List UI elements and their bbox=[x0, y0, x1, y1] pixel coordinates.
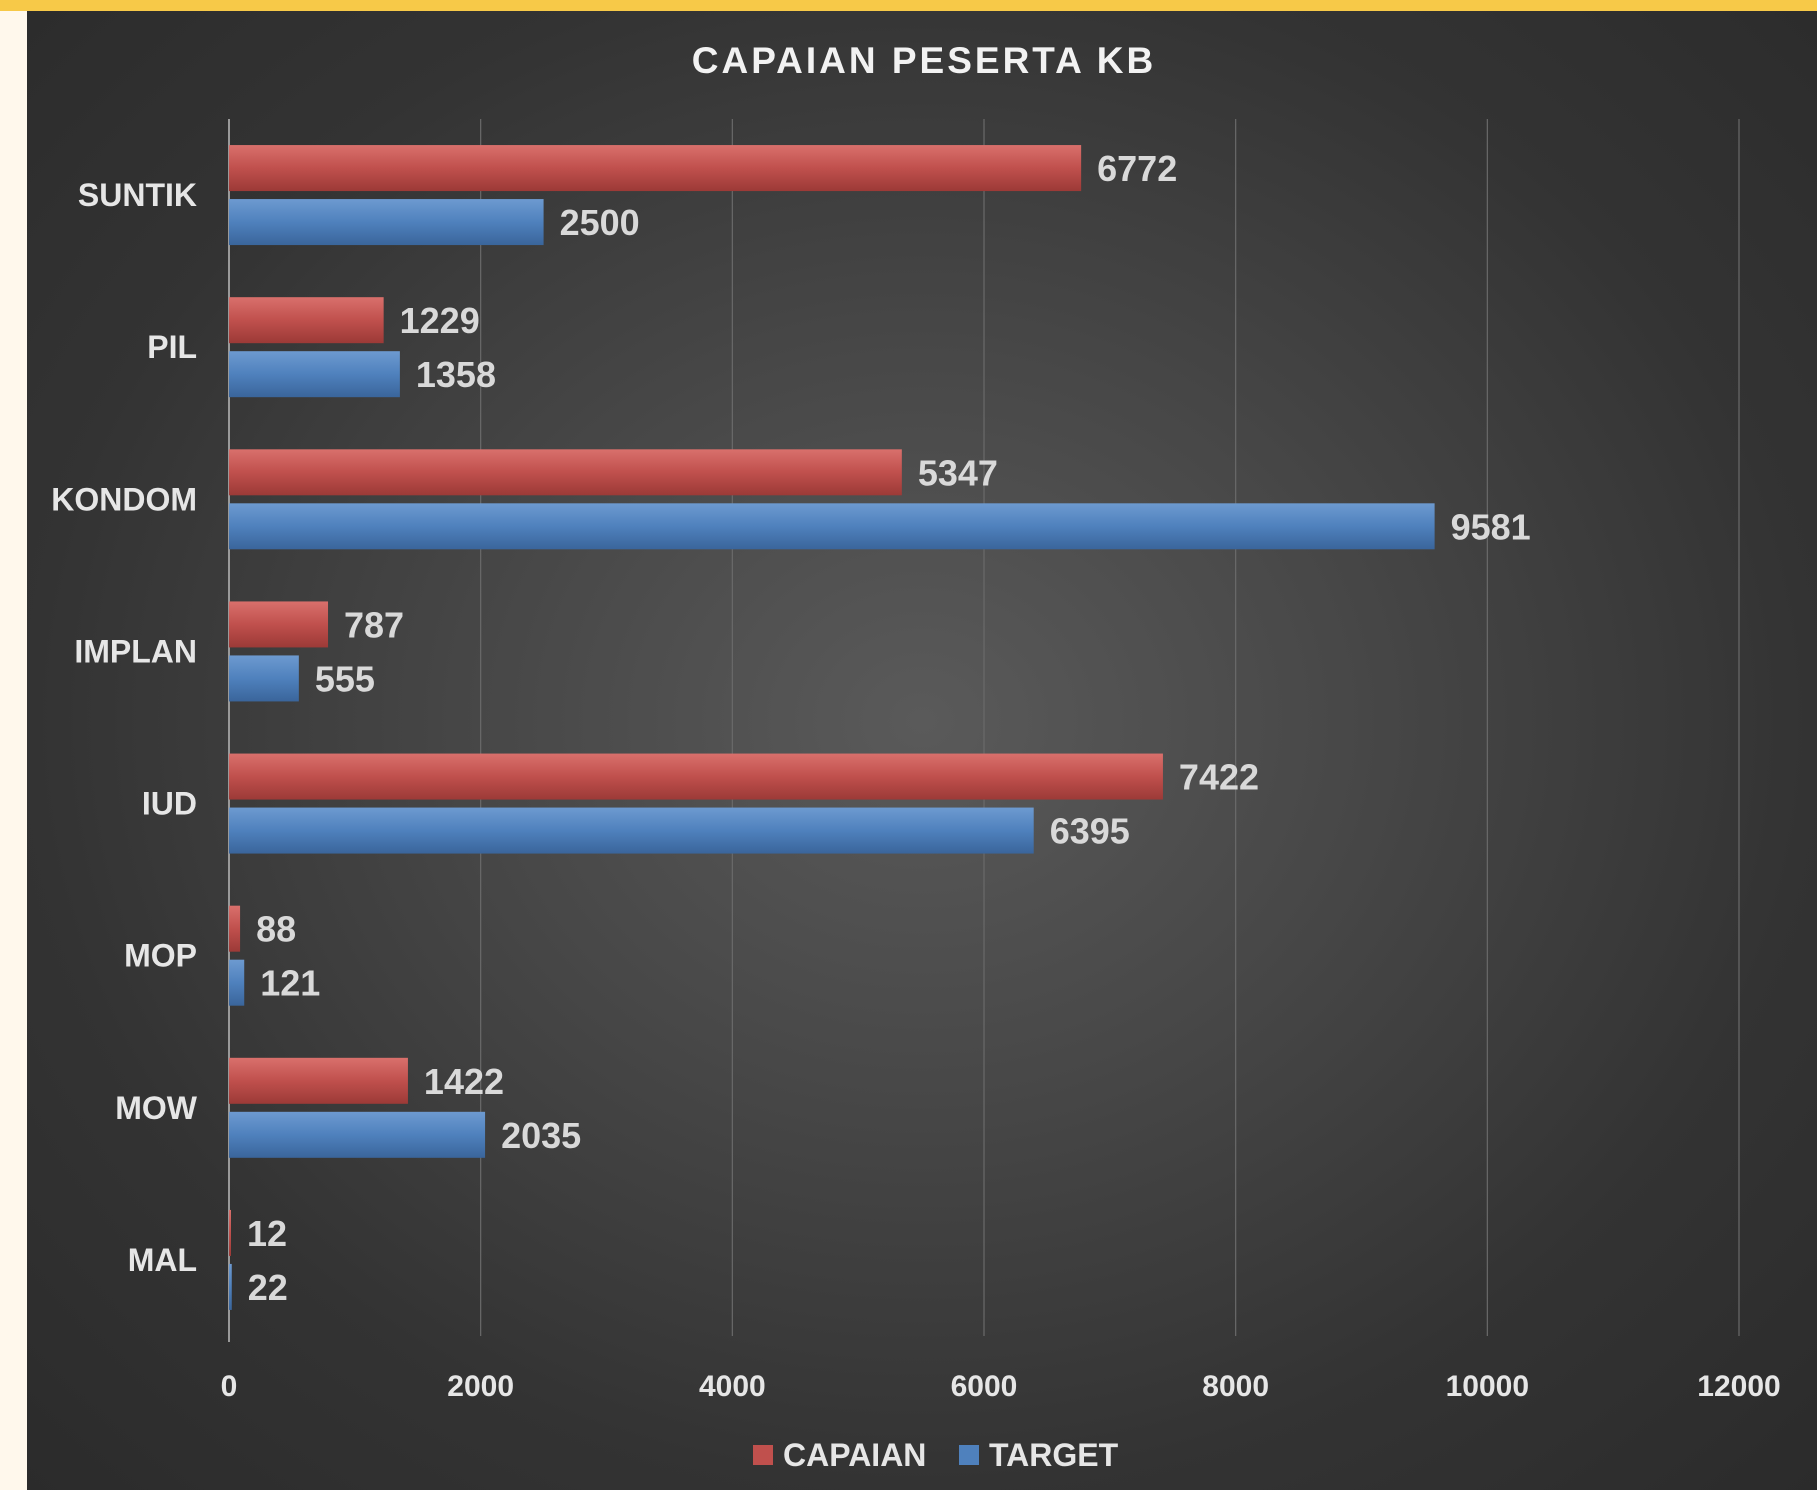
bar-capaian bbox=[229, 601, 329, 648]
bar-capaian bbox=[229, 1209, 231, 1256]
bar-target bbox=[229, 959, 245, 1006]
category-label: PIL bbox=[147, 329, 197, 365]
data-label: 5347 bbox=[918, 452, 998, 493]
x-tick-label: 0 bbox=[221, 1370, 238, 1403]
data-label: 121 bbox=[260, 963, 320, 1004]
data-label: 12 bbox=[247, 1213, 287, 1254]
bar-target bbox=[229, 1111, 486, 1158]
data-label: 9581 bbox=[1451, 506, 1531, 547]
x-tick-labels: 0 2000 4000 6000 8000 10000 12000 bbox=[221, 1370, 1781, 1403]
data-label: 787 bbox=[344, 604, 404, 645]
data-label: 6772 bbox=[1097, 148, 1177, 189]
bar-target bbox=[229, 655, 299, 702]
bar-target bbox=[229, 1263, 232, 1310]
data-label: 22 bbox=[248, 1267, 288, 1308]
category-label: KONDOM bbox=[51, 481, 197, 517]
data-label: 7422 bbox=[1179, 757, 1259, 798]
category-label: IUD bbox=[142, 786, 197, 822]
bar-capaian bbox=[229, 449, 902, 496]
legend-swatch-target bbox=[959, 1445, 979, 1465]
chart-title: CAPAIAN PESERTA KB bbox=[692, 40, 1156, 81]
chart-panel: CAPAIAN PESERTA KB 6772 2500 1229 1358 5347 9… bbox=[27, 11, 1817, 1490]
category-labels: SUNTIK PIL KONDOM IMPLAN IUD MOP MOW MAL bbox=[51, 177, 198, 1278]
legend-swatch-capaian bbox=[753, 1445, 773, 1465]
x-tick-label: 12000 bbox=[1697, 1370, 1780, 1403]
bar-capaian bbox=[229, 753, 1163, 800]
x-tick-label: 2000 bbox=[447, 1370, 514, 1403]
x-tick-label: 4000 bbox=[699, 1370, 766, 1403]
x-tick-label: 10000 bbox=[1446, 1370, 1529, 1403]
bar-target bbox=[229, 503, 1435, 550]
bar-target bbox=[229, 199, 544, 246]
category-label: MOW bbox=[115, 1090, 198, 1126]
data-label: 1422 bbox=[424, 1061, 504, 1102]
bar-capaian bbox=[229, 905, 241, 952]
category-label: MAL bbox=[128, 1242, 197, 1278]
data-label: 1358 bbox=[416, 354, 496, 395]
category-label: SUNTIK bbox=[78, 177, 197, 213]
bar-target bbox=[229, 807, 1034, 854]
bar-capaian bbox=[229, 1057, 408, 1104]
data-label: 2035 bbox=[501, 1115, 581, 1156]
x-tick-label: 8000 bbox=[1202, 1370, 1269, 1403]
data-labels: 6772 2500 1229 1358 5347 9581 787 555 7422 6395 88… bbox=[247, 148, 1531, 1308]
top-accent-strip bbox=[0, 0, 1817, 11]
legend-label: CAPAIAN bbox=[783, 1437, 926, 1473]
legend-label: TARGET bbox=[989, 1437, 1119, 1473]
bar-capaian bbox=[229, 145, 1082, 192]
x-tick-label: 6000 bbox=[951, 1370, 1018, 1403]
category-label: IMPLAN bbox=[74, 633, 197, 669]
data-label: 6395 bbox=[1050, 811, 1130, 852]
data-label: 88 bbox=[256, 909, 296, 950]
bar-capaian bbox=[229, 297, 384, 344]
data-label: 1229 bbox=[400, 300, 480, 341]
bar-chart: CAPAIAN PESERTA KB 6772 2500 1229 1358 5347 9… bbox=[51, 40, 1781, 1473]
category-label: MOP bbox=[124, 938, 197, 974]
bar-target bbox=[229, 351, 400, 398]
data-label: 555 bbox=[315, 658, 375, 699]
data-label: 2500 bbox=[560, 202, 640, 243]
legend: CAPAIAN TARGET bbox=[753, 1437, 1119, 1473]
bars bbox=[229, 145, 1435, 1310]
